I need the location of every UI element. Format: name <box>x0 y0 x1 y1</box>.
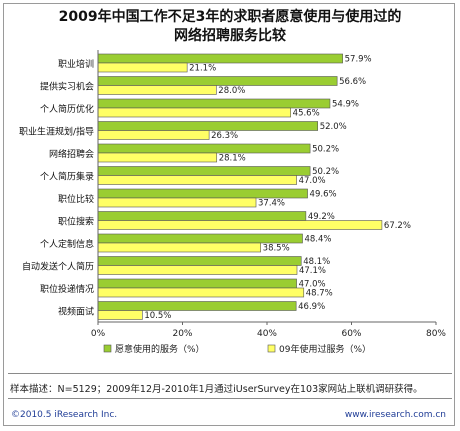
data-label-used-2: 45.6% <box>293 109 320 119</box>
x-tick-label-4: 80% <box>426 329 446 339</box>
bar-willing-0 <box>97 53 343 64</box>
data-label-willing-9: 48.1% <box>303 257 330 267</box>
bar-used-0 <box>97 62 188 73</box>
bar-used-7 <box>97 220 383 230</box>
bar-used-6 <box>97 197 257 208</box>
chart-title-line2: 网络招聘服务比较 <box>174 28 286 44</box>
bar-willing-3 <box>97 121 318 131</box>
bar-used-2 <box>97 107 291 118</box>
bar-willing-4 <box>97 143 311 154</box>
data-label-used-5: 47.0% <box>299 176 326 186</box>
data-label-used-7: 67.2% <box>384 221 411 231</box>
x-tick-label-1: 20% <box>172 329 192 339</box>
bar-willing-1 <box>97 76 338 86</box>
bar-willing-10 <box>97 278 297 289</box>
divider-top <box>8 373 452 374</box>
category-label-10: 职位投递情况 <box>40 283 94 295</box>
data-label-used-4: 28.1% <box>219 154 246 164</box>
data-label-willing-7: 49.2% <box>308 212 335 222</box>
data-label-used-9: 47.1% <box>299 266 326 276</box>
legend-swatch-1 <box>267 344 276 353</box>
data-label-used-11: 10.5% <box>144 311 171 321</box>
chart-title: 2009年中国工作不足3年的求职者愿意使用与使用过的 网络招聘服务比较 <box>0 8 460 46</box>
bar-chart: 57.9% 21.1% 职业培训 56.6% 28.0% 提供实习机会 54.9% 45.6%… <box>19 50 446 355</box>
bar-willing-5 <box>97 166 311 176</box>
data-label-willing-5: 50.2% <box>312 167 339 177</box>
data-label-willing-0: 57.9% <box>345 55 372 65</box>
bar-used-4 <box>97 152 218 163</box>
bar-used-9 <box>97 265 298 275</box>
data-label-used-1: 28.0% <box>218 86 245 96</box>
data-label-willing-3: 52.0% <box>320 122 347 132</box>
x-tick-label-2: 40% <box>257 329 277 339</box>
bar-used-8 <box>97 242 261 253</box>
x-tick-label-0: 0% <box>91 329 106 339</box>
category-label-7: 职位搜索 <box>58 215 94 227</box>
bar-willing-7 <box>97 211 307 221</box>
sample-note: 样本描述：N=5129；2009年12月-2010年1月通过iUserSurve… <box>10 384 423 395</box>
data-label-willing-10: 47.0% <box>299 280 326 290</box>
copyright: ©2010.5 iResearch Inc. <box>11 410 118 420</box>
category-label-2: 个人简历优化 <box>40 103 94 115</box>
data-label-willing-1: 56.6% <box>339 77 366 87</box>
category-label-8: 个人定制信息 <box>40 238 94 250</box>
website: www.iresearch.com.cn <box>344 410 446 420</box>
data-label-willing-8: 48.4% <box>304 235 331 245</box>
bar-used-11 <box>97 310 143 320</box>
data-label-willing-4: 50.2% <box>312 145 339 155</box>
category-label-4: 网络招聘会 <box>49 148 94 160</box>
bar-used-3 <box>97 130 210 140</box>
legend-label-1: 09年使用过服务（%） <box>279 343 371 355</box>
bar-willing-6 <box>97 188 308 199</box>
legend-label-0: 愿意使用的服务（%） <box>115 343 205 355</box>
data-label-willing-2: 54.9% <box>332 100 359 110</box>
data-label-used-10: 48.7% <box>306 289 333 299</box>
data-label-used-8: 38.5% <box>263 244 290 254</box>
bar-used-1 <box>97 85 217 95</box>
category-label-0: 职业培训 <box>58 58 94 70</box>
chart-title-line1: 2009年中国工作不足3年的求职者愿意使用与使用过的 <box>58 9 402 25</box>
legend-swatch-0 <box>103 344 112 353</box>
data-label-used-3: 26.3% <box>211 131 238 141</box>
data-label-willing-6: 49.6% <box>310 190 337 200</box>
bar-used-5 <box>97 175 297 185</box>
category-label-11: 视频面试 <box>58 305 94 317</box>
x-tick-label-3: 60% <box>341 329 361 339</box>
category-label-6: 职位比较 <box>58 193 94 205</box>
bar-willing-11 <box>97 301 297 311</box>
data-label-used-6: 37.4% <box>258 199 285 209</box>
divider-bottom <box>8 398 452 399</box>
data-label-used-0: 21.1% <box>189 64 216 74</box>
category-label-1: 提供实习机会 <box>40 80 94 92</box>
bar-willing-8 <box>97 233 303 244</box>
category-label-9: 自动发送个人简历 <box>22 260 94 272</box>
category-label-5: 个人简历集录 <box>40 170 94 182</box>
bar-willing-9 <box>97 256 302 266</box>
category-label-3: 职业生涯规划/指导 <box>19 125 94 137</box>
bar-willing-2 <box>97 98 331 109</box>
bar-used-10 <box>97 287 305 298</box>
data-label-willing-11: 46.9% <box>298 302 325 312</box>
